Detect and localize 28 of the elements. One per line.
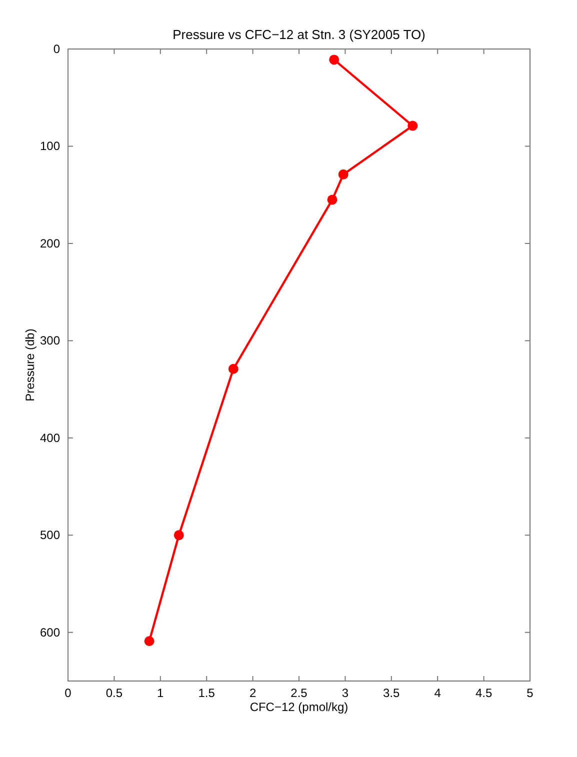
y-tick-label: 400 — [40, 430, 60, 445]
x-tick-label: 2 — [249, 686, 256, 700]
y-axis-title: Pressure (db) — [23, 328, 37, 402]
x-axis-title: CFC−12 (pmol/kg) — [250, 700, 348, 714]
x-tick-label: 4.5 — [475, 686, 492, 700]
x-tick-label: 0 — [64, 686, 72, 700]
x-tick-label: 4 — [434, 686, 442, 700]
y-tick-label: 100 — [40, 139, 60, 154]
x-tick-label: 3 — [342, 686, 349, 700]
x-tick-label: 0.5 — [106, 686, 123, 700]
point — [408, 120, 418, 131]
chart-title: Pressure vs CFC−12 at Stn. 3 (SY2005 TO) — [172, 27, 426, 42]
point — [329, 54, 340, 65]
x-tick-label: 1.5 — [198, 686, 216, 700]
point — [144, 636, 154, 646]
point — [327, 194, 338, 205]
y-tick-label: 0 — [53, 42, 60, 56]
point — [174, 530, 184, 540]
x-tick-label: 1 — [157, 686, 164, 700]
y-tick-label: 200 — [40, 236, 60, 250]
x-tick-label: 2.5 — [290, 686, 308, 700]
point — [338, 169, 348, 180]
x-tick-label: 3.5 — [383, 686, 400, 700]
x-tick-label: 5 — [526, 686, 534, 700]
y-tick-label: 500 — [40, 528, 60, 542]
y-tick-label: 600 — [40, 625, 60, 640]
point — [228, 364, 238, 374]
y-tick-label: 300 — [40, 334, 60, 348]
